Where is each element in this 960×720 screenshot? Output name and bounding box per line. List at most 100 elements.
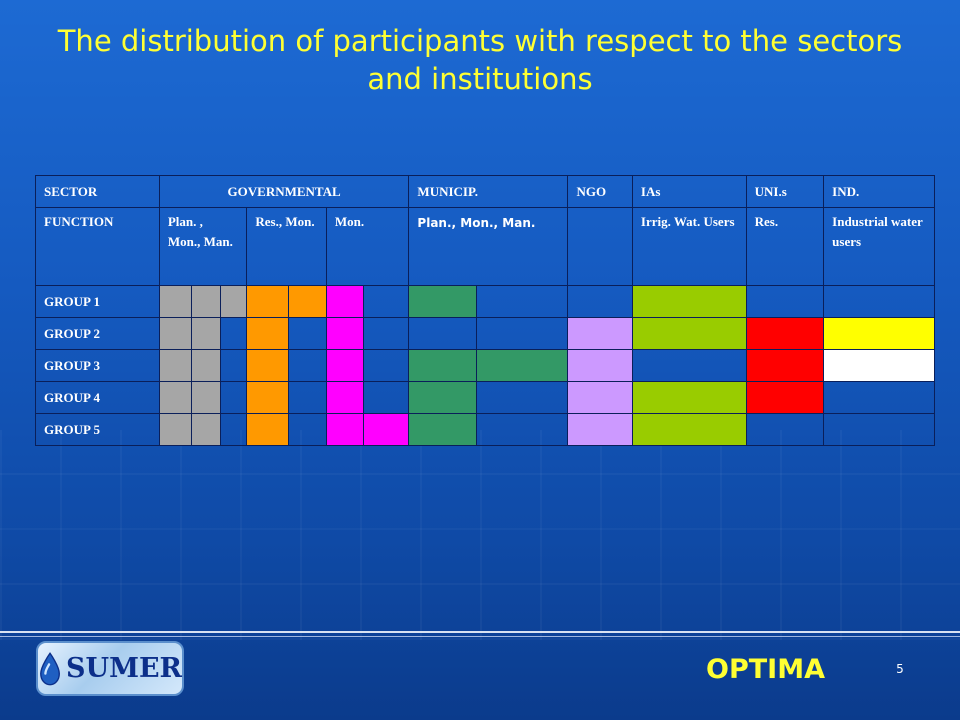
function-gov-plan: Plan. , Mon., Man. bbox=[158, 207, 248, 286]
empty-cell bbox=[823, 285, 935, 318]
empty-cell bbox=[567, 285, 633, 318]
group-row: GROUP 2 bbox=[35, 317, 935, 350]
empty-cell bbox=[363, 285, 410, 318]
participation-cell-green bbox=[408, 413, 477, 446]
participation-cell-magenta bbox=[363, 413, 410, 446]
participation-cell-lilac bbox=[567, 317, 633, 350]
participation-cell-gray bbox=[158, 381, 193, 414]
participation-cell-orange bbox=[246, 349, 289, 382]
participation-cell-green bbox=[408, 349, 477, 382]
group-rows: GROUP 1 GROUP 2 GROUP 3 GROUP 4 GROUP 5 bbox=[35, 285, 935, 446]
participation-cell-lime bbox=[631, 413, 747, 446]
sector-label: SECTOR bbox=[35, 175, 160, 208]
participation-cell-orange bbox=[287, 285, 327, 318]
group-label: GROUP 5 bbox=[35, 413, 160, 446]
footer-divider-thin bbox=[0, 636, 960, 637]
participation-cell-gray bbox=[158, 349, 193, 382]
participation-cell-orange bbox=[246, 317, 289, 350]
empty-cell bbox=[475, 285, 569, 318]
participation-cell-red bbox=[745, 349, 825, 382]
empty-cell bbox=[287, 381, 327, 414]
empty-cell bbox=[287, 349, 327, 382]
sector-municip: MUNICIP. bbox=[408, 175, 569, 208]
group-label: GROUP 1 bbox=[35, 285, 160, 318]
water-drop-icon bbox=[40, 651, 60, 685]
group-row: GROUP 1 bbox=[35, 285, 935, 318]
background-pattern bbox=[0, 430, 960, 640]
empty-cell bbox=[287, 317, 327, 350]
participation-cell-lime bbox=[631, 381, 747, 414]
distribution-table: SECTOR GOVERNMENTAL MUNICIP. NGO IAs UNI… bbox=[35, 175, 935, 446]
empty-cell bbox=[475, 413, 569, 446]
participation-cell-gray bbox=[220, 285, 248, 318]
participation-cell-magenta bbox=[325, 285, 365, 318]
participation-cell-magenta bbox=[325, 381, 365, 414]
empty-cell bbox=[745, 285, 825, 318]
empty-cell bbox=[745, 413, 825, 446]
group-row: GROUP 3 bbox=[35, 349, 935, 382]
function-gov-mon: Mon. bbox=[325, 207, 410, 286]
participation-cell-gray bbox=[158, 285, 193, 318]
participation-cell-green bbox=[408, 381, 477, 414]
participation-cell-lime bbox=[631, 285, 747, 318]
function-ngo bbox=[567, 207, 633, 286]
empty-cell bbox=[220, 381, 248, 414]
empty-cell bbox=[363, 349, 410, 382]
optima-label: OPTIMA bbox=[706, 654, 825, 685]
participation-cell-green bbox=[408, 285, 477, 318]
participation-cell-lilac bbox=[567, 413, 633, 446]
participation-cell-magenta bbox=[325, 349, 365, 382]
empty-cell bbox=[220, 413, 248, 446]
participation-cell-orange bbox=[246, 381, 289, 414]
empty-cell bbox=[220, 317, 248, 350]
participation-cell-lilac bbox=[567, 349, 633, 382]
participation-cell-white bbox=[823, 349, 935, 382]
empty-cell bbox=[631, 349, 747, 382]
function-ias: Irrig. Wat. Users bbox=[631, 207, 747, 286]
participation-cell-magenta bbox=[325, 413, 365, 446]
sector-row: SECTOR GOVERNMENTAL MUNICIP. NGO IAs UNI… bbox=[35, 175, 935, 208]
function-municip: Plan., Mon., Man. bbox=[408, 207, 569, 286]
participation-cell-magenta bbox=[325, 317, 365, 350]
participation-cell-orange bbox=[246, 285, 289, 318]
participation-cell-lilac bbox=[567, 381, 633, 414]
sector-ind: IND. bbox=[823, 175, 935, 208]
participation-cell-lime bbox=[631, 317, 747, 350]
group-row: GROUP 4 bbox=[35, 381, 935, 414]
empty-cell bbox=[823, 381, 935, 414]
empty-cell bbox=[475, 381, 569, 414]
sector-unis: UNI.s bbox=[745, 175, 825, 208]
empty-cell bbox=[363, 381, 410, 414]
sector-governmental: GOVERNMENTAL bbox=[158, 175, 410, 208]
sector-ngo: NGO bbox=[567, 175, 633, 208]
function-ind: Industrial water users bbox=[823, 207, 935, 286]
function-row: FUNCTION Plan. , Mon., Man. Res., Mon. M… bbox=[35, 207, 935, 286]
empty-cell bbox=[823, 413, 935, 446]
sumer-logo: SUMER bbox=[36, 641, 184, 696]
participation-cell-gray bbox=[191, 317, 222, 350]
group-label: GROUP 3 bbox=[35, 349, 160, 382]
participation-cell-gray bbox=[191, 285, 222, 318]
logo-text: SUMER bbox=[66, 653, 182, 684]
empty-cell bbox=[475, 317, 569, 350]
function-gov-res: Res., Mon. bbox=[246, 207, 327, 286]
empty-cell bbox=[287, 413, 327, 446]
empty-cell bbox=[408, 317, 477, 350]
empty-cell bbox=[363, 317, 410, 350]
function-label: FUNCTION bbox=[35, 207, 160, 286]
participation-cell-green bbox=[475, 349, 569, 382]
participation-cell-yellow bbox=[823, 317, 935, 350]
participation-cell-gray bbox=[191, 413, 222, 446]
participation-cell-gray bbox=[191, 381, 222, 414]
participation-cell-gray bbox=[158, 413, 193, 446]
footer-divider bbox=[0, 631, 960, 633]
group-row: GROUP 5 bbox=[35, 413, 935, 446]
participation-cell-gray bbox=[191, 349, 222, 382]
participation-cell-red bbox=[745, 381, 825, 414]
group-label: GROUP 4 bbox=[35, 381, 160, 414]
sector-ias: IAs bbox=[631, 175, 747, 208]
participation-cell-orange bbox=[246, 413, 289, 446]
slide-title: The distribution of participants with re… bbox=[57, 24, 903, 96]
function-unis: Res. bbox=[745, 207, 825, 286]
page-number: 5 bbox=[896, 662, 904, 676]
